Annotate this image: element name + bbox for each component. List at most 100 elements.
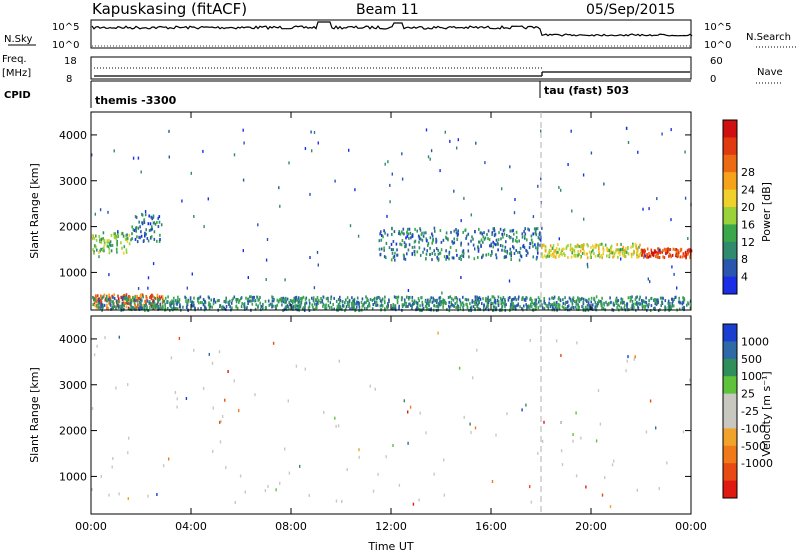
echo-cell xyxy=(315,306,317,310)
echo-cell xyxy=(632,252,635,256)
echo-cell xyxy=(339,299,342,302)
nave-tick-bottom: 0 xyxy=(710,74,716,85)
echo-cell xyxy=(267,484,269,488)
echo-cell xyxy=(586,300,588,303)
echo-cell xyxy=(631,295,633,299)
echo-cell xyxy=(583,217,585,221)
echo-cell xyxy=(462,301,464,305)
echo-cell xyxy=(511,306,514,310)
echo-cell xyxy=(278,299,280,303)
echo-cell xyxy=(558,255,560,259)
echo-cell xyxy=(168,155,170,159)
echo-cell xyxy=(117,231,119,235)
echo-cell xyxy=(620,297,623,301)
echo-cell xyxy=(497,248,499,252)
echo-cell xyxy=(512,228,515,232)
echo-cell xyxy=(147,494,149,498)
echo-cell xyxy=(112,296,114,300)
echo-cell xyxy=(564,307,566,311)
echo-cell xyxy=(463,196,465,200)
echo-cell xyxy=(532,244,534,248)
echo-cell xyxy=(383,255,386,259)
echo-cell xyxy=(181,199,183,203)
echo-cell xyxy=(193,296,195,300)
echo-cell xyxy=(683,254,685,258)
echo-cell xyxy=(169,300,172,304)
echo-cell xyxy=(671,265,673,269)
echo-cell xyxy=(288,161,290,165)
echo-cell xyxy=(611,307,613,311)
echo-cell xyxy=(521,232,524,236)
echo-cell xyxy=(517,303,519,307)
echo-cell xyxy=(320,297,322,300)
echo-cell xyxy=(132,156,135,160)
echo-cell xyxy=(665,252,667,256)
echo-cell xyxy=(140,302,142,306)
echo-cell xyxy=(575,474,578,478)
colorbar-swatch xyxy=(723,224,737,243)
echo-cell xyxy=(309,192,311,196)
echo-cell xyxy=(390,248,393,252)
echo-cell xyxy=(233,295,236,299)
echo-cell xyxy=(243,305,246,309)
echo-cell xyxy=(511,303,513,307)
freq-tick-bottom: 8 xyxy=(66,74,72,85)
echo-cell xyxy=(482,235,485,239)
echo-cell xyxy=(433,472,435,476)
echo-cell xyxy=(134,307,136,311)
echo-cell xyxy=(616,299,618,303)
echo-cell xyxy=(458,298,461,302)
echo-cell xyxy=(530,302,532,306)
echo-cell xyxy=(559,299,562,303)
echo-cell xyxy=(429,300,431,304)
echo-cell xyxy=(404,300,406,304)
echo-cell xyxy=(200,301,202,304)
echo-cell xyxy=(99,208,102,212)
echo-cell xyxy=(418,246,421,250)
echo-cell xyxy=(171,299,173,303)
echo-cell xyxy=(158,295,161,299)
echo-cell xyxy=(144,231,146,235)
echo-cell xyxy=(512,304,514,308)
echo-cell xyxy=(646,303,648,307)
echo-cell xyxy=(557,297,560,301)
echo-cell xyxy=(126,299,128,303)
echo-cell xyxy=(548,254,550,258)
echo-cell xyxy=(411,305,413,308)
echo-cell xyxy=(387,302,389,306)
echo-cell xyxy=(588,250,591,254)
echo-cell xyxy=(121,302,124,306)
echo-cell xyxy=(363,302,365,306)
echo-cell xyxy=(139,293,142,297)
echo-cell xyxy=(439,251,442,255)
echo-cell xyxy=(673,298,675,301)
echo-cell xyxy=(100,238,103,241)
echo-cell xyxy=(531,238,533,242)
echo-cell xyxy=(626,305,628,309)
echo-cell xyxy=(211,305,213,309)
echo-cell xyxy=(492,245,494,249)
echo-cell xyxy=(645,301,648,304)
echo-cell xyxy=(409,302,411,306)
echo-cell xyxy=(288,471,291,475)
echo-cell xyxy=(425,237,428,241)
echo-cell xyxy=(535,302,538,306)
echo-cell xyxy=(497,242,499,246)
echo-cell xyxy=(375,300,378,304)
echo-cell xyxy=(234,501,236,504)
echo-cell xyxy=(601,493,604,497)
echo-cell xyxy=(113,293,115,297)
echo-cell xyxy=(491,480,494,483)
echo-cell xyxy=(431,258,433,262)
echo-cell xyxy=(587,301,590,305)
echo-cell xyxy=(592,303,594,307)
echo-cell xyxy=(562,298,564,302)
echo-cell xyxy=(401,305,404,308)
echo-cell xyxy=(151,302,153,306)
echo-cell xyxy=(107,210,109,214)
echo-cell xyxy=(93,299,96,303)
echo-cell xyxy=(510,302,512,306)
